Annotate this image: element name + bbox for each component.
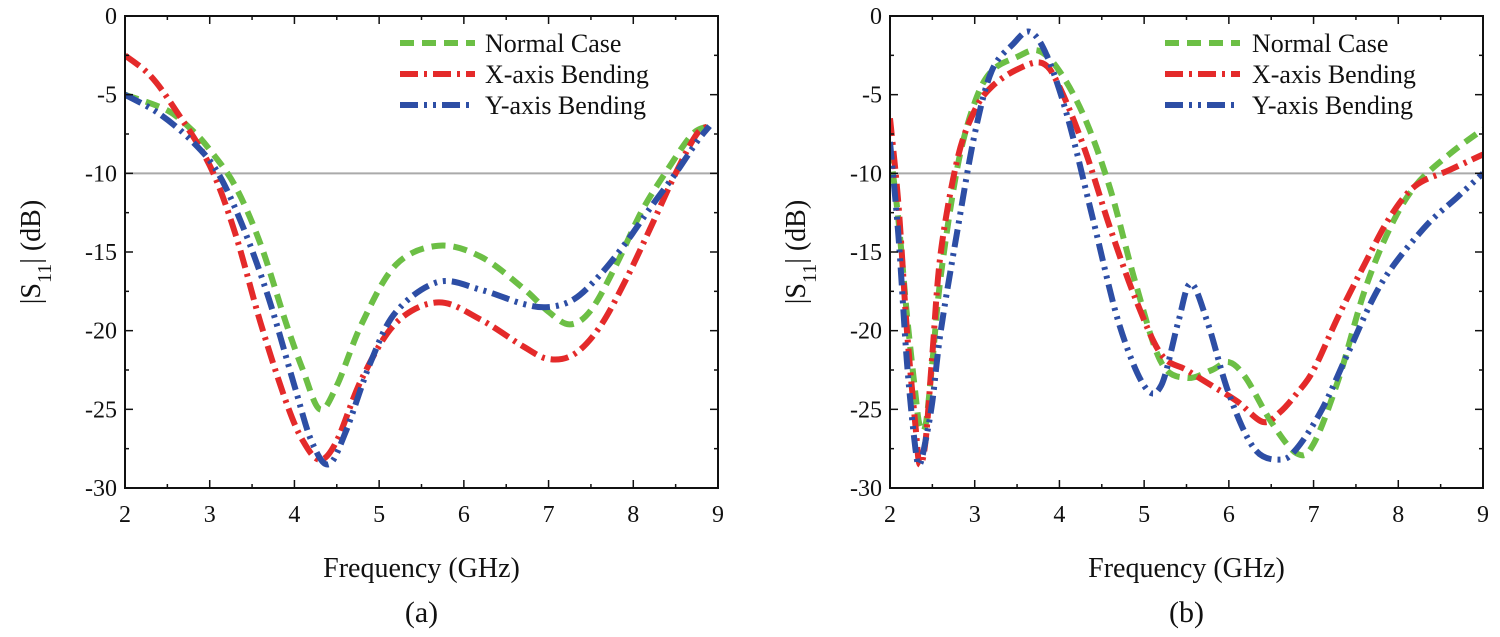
x-tick-label: 2 [119, 502, 131, 528]
x-tick-label: 7 [543, 502, 555, 528]
x-tick-label: 6 [1223, 502, 1235, 528]
panel-label: (b) [1169, 596, 1204, 629]
y-tick-label: -5 [97, 83, 117, 109]
y-tick-label: -20 [85, 319, 117, 345]
y-tick-label: -10 [85, 161, 117, 187]
x-tick-label: 8 [627, 502, 639, 528]
x-tick-label: 9 [712, 502, 724, 528]
x-tick-label: 4 [1053, 502, 1065, 528]
y-tick-label: -25 [85, 397, 117, 423]
panel-label: (a) [405, 596, 438, 629]
x-tick-label: 7 [1308, 502, 1320, 528]
panel-b: 2 3 4 5 6 7 8 9 0 -5 -10 -15 -20 -25 -30 Frequency (GHz… [781, 4, 1489, 629]
legend-label: Normal Case [1252, 29, 1388, 58]
y-tick-label: -20 [850, 319, 882, 345]
x-tick-label: 5 [1138, 502, 1150, 528]
series-line-3 [890, 28, 1483, 468]
x-tick-label: 3 [204, 502, 216, 528]
legend-label: Y-axis Bending [1252, 91, 1413, 120]
series-line-1 [125, 91, 711, 413]
legend-label: Normal Case [485, 29, 621, 58]
y-tick-label: -5 [862, 83, 882, 109]
x-tick-label: 8 [1392, 502, 1404, 528]
x-tick-label: 6 [458, 502, 470, 528]
series-line-2 [890, 59, 1483, 468]
x-tick-label: 5 [373, 502, 385, 528]
y-tick-label: -15 [85, 240, 117, 266]
x-tick-label: 9 [1477, 502, 1489, 528]
y-tick-label: -30 [850, 476, 882, 502]
series-line-3 [125, 92, 712, 468]
x-tick-label: 2 [884, 502, 896, 528]
x-tick-label: 4 [288, 502, 300, 528]
series-group [125, 52, 712, 468]
series-group [890, 28, 1483, 468]
series-line-2 [125, 52, 712, 463]
legend-label: X-axis Bending [485, 60, 649, 89]
y-tick-label: -30 [85, 476, 117, 502]
y-tick-label: -15 [850, 240, 882, 266]
y-tick-label: -25 [850, 397, 882, 423]
x-axis-title: Frequency (GHz) [1088, 553, 1285, 584]
y-axis-title: |S11| (dB) [781, 200, 821, 304]
x-tick-label: 3 [969, 502, 981, 528]
legend-label: Y-axis Bending [485, 91, 646, 120]
y-tick-label: 0 [870, 4, 882, 30]
panel-a: 2 3 4 5 6 7 8 9 0 -5 -10 -15 -20 -25 -30 Frequency (GHz… [16, 4, 724, 629]
y-tick-label: 0 [105, 4, 117, 30]
x-axis-title: Frequency (GHz) [323, 553, 520, 584]
legend-label: X-axis Bending [1252, 60, 1416, 89]
y-tick-label: -10 [850, 161, 882, 187]
y-axis-title: |S11| (dB) [16, 200, 56, 304]
